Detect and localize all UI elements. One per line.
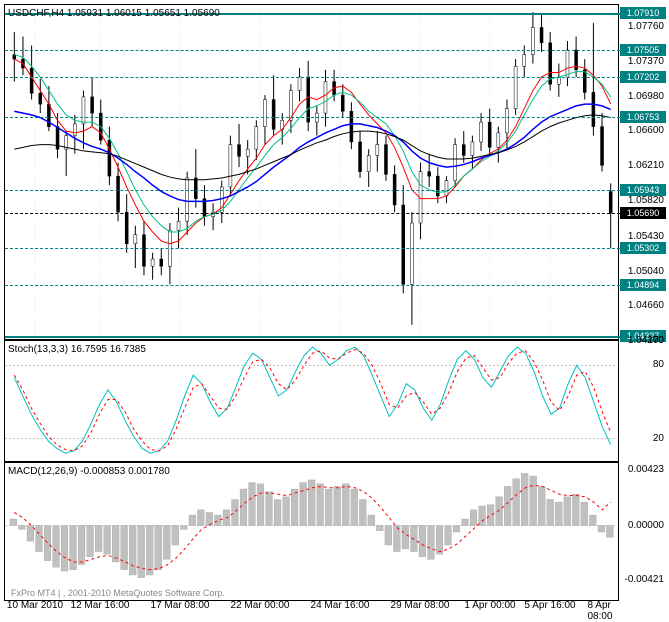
y-tick: 0.00423	[628, 464, 664, 475]
y-tick: 1.05040	[628, 266, 664, 277]
y-tick: 1.06980	[628, 91, 664, 102]
macd-svg	[5, 463, 620, 602]
x-tick: 24 Mar 16:00	[311, 600, 370, 611]
stoch-title: Stoch(13,3,3) 16.7595 16.7385	[8, 344, 146, 355]
y-tick: 20	[653, 433, 664, 444]
y-tick: 1.04660	[628, 300, 664, 311]
stochastic-panel[interactable]: Stoch(13,3,3) 16.7595 16.7385 2080100	[4, 340, 619, 462]
x-tick: 5 Apr 16:00	[524, 600, 575, 611]
y-tick: 1.06600	[628, 125, 664, 136]
macd-title: MACD(12,26,9) -0.000853 0.001780	[8, 466, 170, 477]
macd-y-axis: -0.00421 0.00000 0.00423	[618, 463, 666, 600]
x-tick: 22 Mar 00:00	[231, 600, 290, 611]
y-tick: 1.06210	[628, 160, 664, 171]
x-axis: 10 Mar 2010 12 Mar 16:00 17 Mar 08:00 22 Ma…	[5, 600, 620, 616]
main-y-axis: 1.042701.046601.050401.054301.058201.062…	[618, 5, 666, 339]
main-title: USDCHF,H4 1.05931 1.06015 1.05651 1.0569…	[8, 8, 220, 19]
x-tick: 29 Mar 08:00	[391, 600, 450, 611]
x-tick: 1 Apr 00:00	[464, 600, 515, 611]
y-tick: 80	[653, 359, 664, 370]
footer-text: FxPro MT4 | , 2001-2010 MetaQuotes Softw…	[11, 588, 225, 598]
price-chart-svg	[5, 5, 620, 341]
y-tick: 1.05820	[628, 195, 664, 206]
y-tick: 0.00000	[628, 520, 664, 531]
y-tick: 1.07370	[628, 56, 664, 67]
x-tick: 12 Mar 16:00	[71, 600, 130, 611]
price-chart-panel[interactable]: USDCHF,H4 1.05931 1.06015 1.05651 1.0569…	[4, 4, 619, 340]
stoch-y-axis: 2080100	[618, 341, 666, 461]
y-tick: -0.00421	[625, 574, 664, 585]
y-tick: 100	[647, 335, 664, 346]
x-tick: 8 Apr 08:00	[587, 600, 612, 622]
macd-panel[interactable]: MACD(12,26,9) -0.000853 0.001780 -0.0042…	[4, 462, 619, 601]
y-tick: 1.07760	[628, 21, 664, 32]
y-tick: 1.05430	[628, 231, 664, 242]
stoch-svg	[5, 341, 620, 463]
x-tick: 10 Mar 2010	[7, 600, 63, 611]
x-tick: 17 Mar 08:00	[151, 600, 210, 611]
